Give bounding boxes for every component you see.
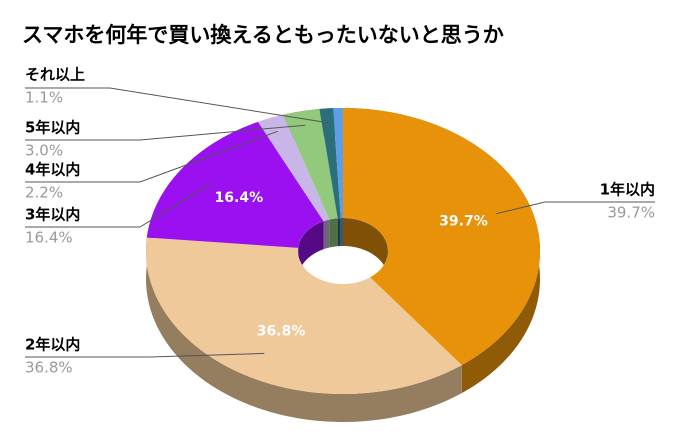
slice: [258, 114, 330, 222]
chart-title: スマホを何年で買い換えるともったいないと思うか: [22, 23, 504, 47]
slice: [146, 121, 324, 248]
category-label: 1年以内: [600, 181, 655, 199]
slice: [319, 108, 341, 219]
slice: [283, 109, 338, 220]
category-label: 3年以内: [25, 206, 80, 224]
data-label: 39.7%: [439, 214, 488, 230]
leader-line: [25, 352, 265, 358]
slice-inner-side: [343, 218, 388, 279]
value-label: 36.8%: [25, 359, 73, 377]
leader-line: [25, 87, 329, 124]
tops: [146, 108, 540, 394]
category-label: 5年以内: [25, 119, 80, 137]
leader-line: [25, 130, 278, 183]
leader-line: [496, 201, 655, 215]
leader-line: [25, 124, 306, 141]
category-label: それ以上: [25, 66, 85, 84]
slice: [333, 108, 343, 219]
category-label: 4年以内: [25, 161, 80, 179]
slice-inner-side: [329, 218, 338, 248]
inner-walls: [298, 218, 388, 279]
labels: 1年以内 39.7% 39.7% 2年以内 36.8% 36.8% 3年以内 16.4% 16.…: [25, 66, 655, 377]
value-label: 3.0%: [25, 142, 63, 160]
value-label: 16.4%: [25, 229, 73, 247]
slice-inner-side: [337, 218, 341, 247]
category-label: 2年以内: [25, 336, 80, 354]
slice-side: [146, 237, 462, 422]
value-label: 2.2%: [25, 184, 63, 202]
data-label: 36.8%: [257, 324, 306, 340]
value-label: 1.1%: [25, 89, 63, 107]
slice-inner-side: [298, 221, 324, 276]
slice-inner-side: [340, 218, 343, 247]
leader-line: [25, 183, 211, 228]
slice: [343, 108, 540, 366]
data-label: 16.4%: [215, 190, 264, 206]
value-label: 39.7%: [607, 204, 655, 222]
slice-inner-side: [323, 219, 330, 250]
